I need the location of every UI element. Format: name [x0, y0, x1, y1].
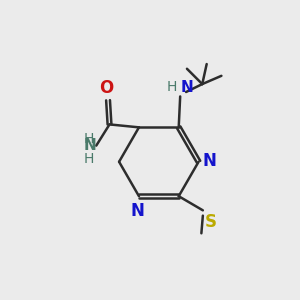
Text: H: H [83, 152, 94, 166]
Text: N: N [130, 202, 144, 220]
Text: O: O [99, 79, 114, 97]
Text: H: H [166, 80, 177, 94]
Text: H: H [83, 132, 94, 146]
Text: N: N [181, 80, 194, 95]
Text: N: N [202, 152, 216, 170]
Text: S: S [205, 213, 217, 231]
Text: N: N [83, 138, 96, 153]
